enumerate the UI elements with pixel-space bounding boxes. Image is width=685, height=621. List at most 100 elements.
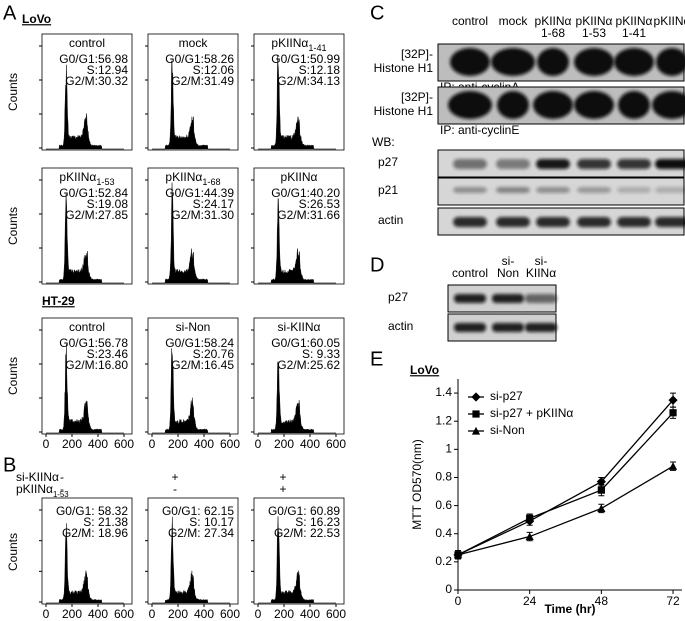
- blot-band: [496, 217, 530, 227]
- condition-label-main: si-KIINα: [16, 470, 59, 484]
- histogram-trace: [46, 194, 124, 284]
- blot-band: [655, 187, 685, 193]
- lane-label: pKIINα: [616, 14, 653, 28]
- x-tick-label: 600: [220, 437, 240, 451]
- histogram-title: pKIINα1-41: [271, 36, 326, 53]
- y-tick-label: 0.8: [435, 470, 452, 484]
- lane-label: si-: [535, 254, 548, 268]
- marker: [471, 392, 481, 402]
- y-tick-label: 0.2: [435, 554, 452, 568]
- condition-label-sub: 1-53: [53, 490, 69, 499]
- histogram-title-sub: 1-41: [308, 43, 326, 53]
- lane-label: 1-41: [622, 26, 646, 40]
- histogram-stats: G0/G1:50.99: [271, 52, 340, 66]
- blot-band: [497, 91, 529, 119]
- histogram-title: pKIINα1-68: [165, 170, 220, 187]
- histogram-stats: S:26.53: [299, 197, 341, 211]
- series-line: [457, 465, 674, 556]
- blot-band: [453, 217, 487, 227]
- blot-label: [32P]-: [401, 90, 433, 104]
- histogram-stats: S:23.46: [87, 347, 129, 361]
- x-tick-label: 400: [88, 607, 108, 621]
- x-tick-label: 200: [168, 607, 188, 621]
- condition-sign: +: [279, 470, 286, 484]
- x-tick-label: 0: [455, 594, 462, 608]
- y-axis-label: MTT OD570(nm): [410, 439, 424, 529]
- condition-sign: -: [60, 482, 64, 496]
- histogram-stats: G0/G1: 58.32: [56, 504, 128, 518]
- blot-band: [617, 187, 651, 193]
- x-tick-label: 200: [62, 437, 82, 451]
- histogram-title-main: pKIINα: [281, 170, 318, 184]
- blot-row-label: p21: [378, 183, 398, 197]
- x-tick-label: 600: [326, 437, 346, 451]
- blot-band: [536, 187, 570, 193]
- series-line: [457, 399, 674, 556]
- lane-label: 1-68: [541, 26, 565, 40]
- histogram-stats: G0/G1:58.24: [165, 336, 234, 350]
- histogram-title-main: si-KIINα: [278, 320, 321, 334]
- blot-band: [533, 91, 573, 119]
- x-tick-label: 400: [300, 437, 320, 451]
- blot-band: [496, 187, 530, 193]
- blot-band: [492, 294, 524, 303]
- blot-row-label: actin: [378, 213, 403, 227]
- condition-sign: -: [173, 482, 177, 496]
- marker: [525, 532, 534, 541]
- x-tick-label: 0: [149, 437, 156, 451]
- marker: [668, 462, 678, 470]
- blot-band: [577, 187, 611, 193]
- blot-band: [536, 159, 570, 169]
- histogram-stats: G0/G1:58.26: [165, 52, 234, 66]
- x-tick-label: 0: [43, 607, 50, 621]
- cell-line: LoVo: [22, 12, 51, 26]
- histogram-stats: S: 16.23: [295, 515, 340, 529]
- series-line: [457, 412, 674, 556]
- x-tick-label: 600: [114, 607, 134, 621]
- x-tick-label: 400: [88, 437, 108, 451]
- y-tick-label: 0.6: [435, 498, 452, 512]
- histogram-title: control: [69, 36, 105, 50]
- histogram-stats: S:12.94: [87, 63, 129, 77]
- blot-band: [448, 91, 492, 119]
- lane-label: si-: [502, 254, 515, 268]
- marker: [596, 477, 606, 487]
- histogram-stats: S:20.76: [193, 347, 235, 361]
- histogram-title-main: pKIINα: [271, 36, 308, 50]
- blot-band: [574, 48, 614, 76]
- marker: [453, 550, 463, 559]
- histogram-stats: G0/G1:44.39: [165, 186, 234, 200]
- blot-band: [618, 91, 650, 119]
- histogram-title: control: [69, 320, 105, 334]
- histogram-stats: G0/G1:56.98: [59, 52, 128, 66]
- blot-band: [577, 217, 611, 227]
- panel-letter: E: [370, 348, 383, 370]
- x-tick-label: 72: [666, 594, 680, 608]
- y-tick-label: 1.4: [435, 385, 452, 399]
- histogram-title-main: pKIINα: [59, 170, 96, 184]
- x-tick-label: 200: [62, 607, 82, 621]
- histogram-stats: G2/M:25.62: [277, 358, 340, 372]
- panel-letter: D: [370, 254, 384, 276]
- blot-row-label: p27: [378, 155, 398, 169]
- marker: [597, 486, 605, 494]
- lane-label: control: [452, 14, 488, 28]
- ip-label: IP: anti-cyclinE: [440, 123, 519, 137]
- blot-band: [614, 48, 654, 76]
- histogram-trace: [46, 344, 124, 434]
- blot-band: [536, 217, 570, 227]
- histogram-trace: [152, 60, 230, 150]
- lane-label: control: [452, 266, 488, 280]
- histogram-stats: G2/M:34.13: [277, 74, 340, 88]
- x-tick-label: 0: [255, 437, 262, 451]
- x-tick-label: 400: [194, 437, 214, 451]
- x-tick-label: 200: [274, 437, 294, 451]
- marker: [669, 409, 677, 417]
- condition-label-main: pKIINα: [16, 482, 53, 496]
- histogram-title: si-KIINα: [278, 320, 321, 334]
- histogram-trace: [258, 516, 336, 604]
- histogram-title-main: control: [69, 320, 105, 334]
- blot-band: [525, 323, 557, 332]
- x-tick-label: 0: [43, 437, 50, 451]
- histogram-trace: [152, 182, 230, 284]
